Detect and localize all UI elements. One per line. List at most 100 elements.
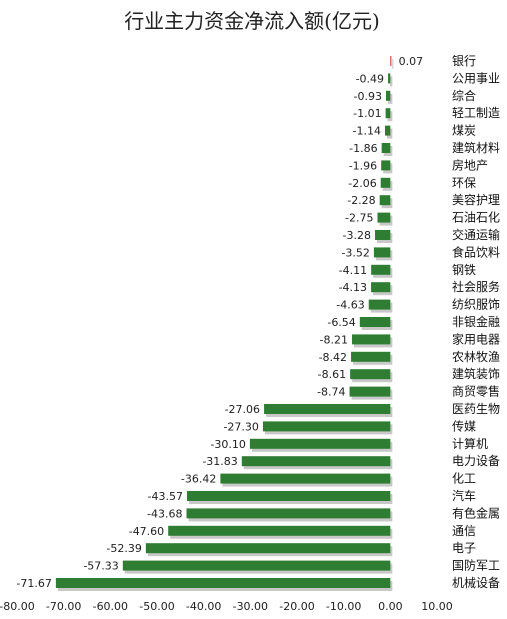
category-label: 建筑材料 [452, 140, 500, 155]
bar [385, 125, 391, 136]
category-label: 汽车 [452, 488, 476, 503]
bar [350, 369, 391, 380]
category-label: 家用电器 [452, 331, 500, 346]
value-label: -2.75 [345, 212, 373, 225]
value-label: -0.49 [356, 72, 384, 85]
category-label: 美容护理 [452, 192, 500, 207]
bar [122, 560, 391, 571]
bars-group [55, 56, 394, 591]
category-label: 环保 [452, 176, 476, 190]
bar [55, 578, 391, 588]
bar [388, 73, 391, 84]
bar [168, 525, 391, 536]
x-tick-label: -40.00 [186, 600, 221, 613]
category-label: 化工 [452, 472, 476, 486]
bar [371, 282, 391, 293]
value-label: -43.68 [147, 507, 182, 520]
bar [349, 386, 391, 397]
value-label: -8.21 [320, 333, 348, 346]
bar-shadow [392, 59, 394, 69]
bar [352, 334, 391, 345]
bar [264, 404, 391, 414]
value-label: -1.86 [349, 142, 377, 155]
category-label: 电子 [452, 541, 476, 555]
value-label: -43.57 [148, 490, 183, 503]
value-label: -30.10 [210, 438, 245, 451]
chart-title: 行业主力资金净流入额(亿元) [124, 9, 380, 33]
bar [380, 177, 391, 188]
x-tick-label: 10.00 [421, 600, 453, 613]
category-label: 煤炭 [452, 124, 476, 138]
bar [375, 230, 391, 240]
bar [187, 491, 391, 501]
value-label: -6.54 [327, 316, 355, 329]
category-label: 建筑装饰 [452, 366, 500, 381]
value-label: -1.14 [353, 125, 381, 138]
value-label: -0.93 [354, 90, 382, 103]
category-label: 轻工制造 [452, 106, 500, 120]
x-tick-label: -60.00 [93, 600, 128, 613]
x-tick-label: -30.00 [233, 600, 268, 613]
bar [220, 473, 391, 484]
value-labels-group: 0.07 -0.49 -0.93 -1.01 -1.14 -1.86 -1.96 -2.06 -… [16, 55, 423, 590]
value-label: -8.74 [317, 386, 345, 399]
bar [390, 56, 392, 66]
x-tick-label: -70.00 [46, 600, 81, 613]
category-label: 机械设备 [452, 575, 500, 590]
value-label: -2.28 [347, 194, 375, 207]
category-label: 钢铁 [452, 263, 476, 277]
value-label: -3.28 [343, 229, 371, 242]
value-label: -27.06 [225, 403, 260, 416]
bar [381, 160, 391, 171]
category-label: 综合 [452, 88, 476, 103]
value-label: -4.63 [336, 299, 364, 312]
bar [186, 508, 391, 519]
value-label: -4.13 [339, 281, 367, 294]
category-label: 国防军工 [452, 558, 500, 573]
category-label: 商贸零售 [452, 384, 500, 399]
bar [359, 317, 391, 327]
value-label: -8.61 [318, 368, 346, 381]
value-label: -27.30 [223, 420, 258, 433]
value-label: -1.01 [353, 107, 381, 120]
value-label: -47.60 [129, 525, 164, 538]
value-label: -1.96 [349, 159, 377, 172]
bar [385, 90, 391, 101]
category-labels-group: 银行公用事业综合轻工制造煤炭建筑材料房地产环保美容护理石油石化交通运输食品饮料钢… [452, 54, 500, 590]
bar [249, 438, 391, 449]
value-label: -31.83 [202, 455, 237, 468]
category-label: 通信 [452, 524, 476, 538]
value-label: -52.39 [106, 542, 141, 555]
value-label: -4.11 [339, 264, 367, 277]
x-tick-label: -10.00 [326, 600, 361, 613]
value-label: -3.52 [341, 246, 369, 259]
category-label: 交通运输 [452, 227, 500, 242]
x-tick-label: -50.00 [139, 600, 174, 613]
category-label: 社会服务 [452, 279, 500, 294]
category-label: 石油石化 [452, 211, 500, 225]
category-label: 纺织服饰 [452, 298, 500, 312]
x-tick-label: -80.00 [0, 600, 35, 613]
bar [262, 421, 391, 432]
bar [385, 108, 391, 119]
category-label: 食品饮料 [452, 244, 500, 259]
category-label: 有色金属 [452, 505, 500, 520]
category-label: 电力设备 [452, 454, 500, 468]
category-label: 农林牧渔 [452, 350, 500, 364]
category-label: 银行 [452, 54, 476, 68]
x-tick-label: -20.00 [279, 600, 314, 613]
bar-shadow [390, 76, 393, 87]
bar [368, 299, 391, 310]
bar [381, 143, 391, 153]
value-label: -2.06 [348, 177, 376, 190]
bar [379, 195, 391, 206]
category-label: 非银金融 [452, 314, 500, 329]
category-label: 计算机 [452, 436, 488, 451]
bar [373, 247, 391, 258]
bar [145, 543, 391, 554]
x-tick-label: 0.00 [378, 600, 403, 613]
bar [241, 456, 391, 467]
value-label: 0.07 [399, 55, 424, 68]
bar [377, 212, 391, 223]
